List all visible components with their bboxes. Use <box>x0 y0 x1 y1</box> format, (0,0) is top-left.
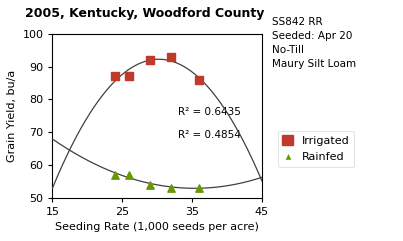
Y-axis label: Grain Yield, bu/a: Grain Yield, bu/a <box>7 70 17 162</box>
Point <box>168 55 174 59</box>
Legend: Irrigated, Rainfed: Irrigated, Rainfed <box>278 131 354 167</box>
Point <box>126 74 133 78</box>
Text: SS842 RR
Seeded: Apr 20
No-Till
Maury Silt Loam: SS842 RR Seeded: Apr 20 No-Till Maury Si… <box>272 17 356 69</box>
Point <box>168 186 174 190</box>
Point <box>126 173 133 177</box>
Point <box>196 78 202 81</box>
Text: 2005, Kentucky, Woodford County: 2005, Kentucky, Woodford County <box>25 7 265 20</box>
Text: R² = 0.6435: R² = 0.6435 <box>178 107 241 117</box>
Point <box>196 186 202 190</box>
Point <box>112 173 118 177</box>
Point <box>147 183 154 187</box>
Text: R² = 0.4854: R² = 0.4854 <box>178 130 241 140</box>
X-axis label: Seeding Rate (1,000 seeds per acre): Seeding Rate (1,000 seeds per acre) <box>55 222 259 232</box>
Point <box>147 58 154 62</box>
Point <box>112 74 118 78</box>
